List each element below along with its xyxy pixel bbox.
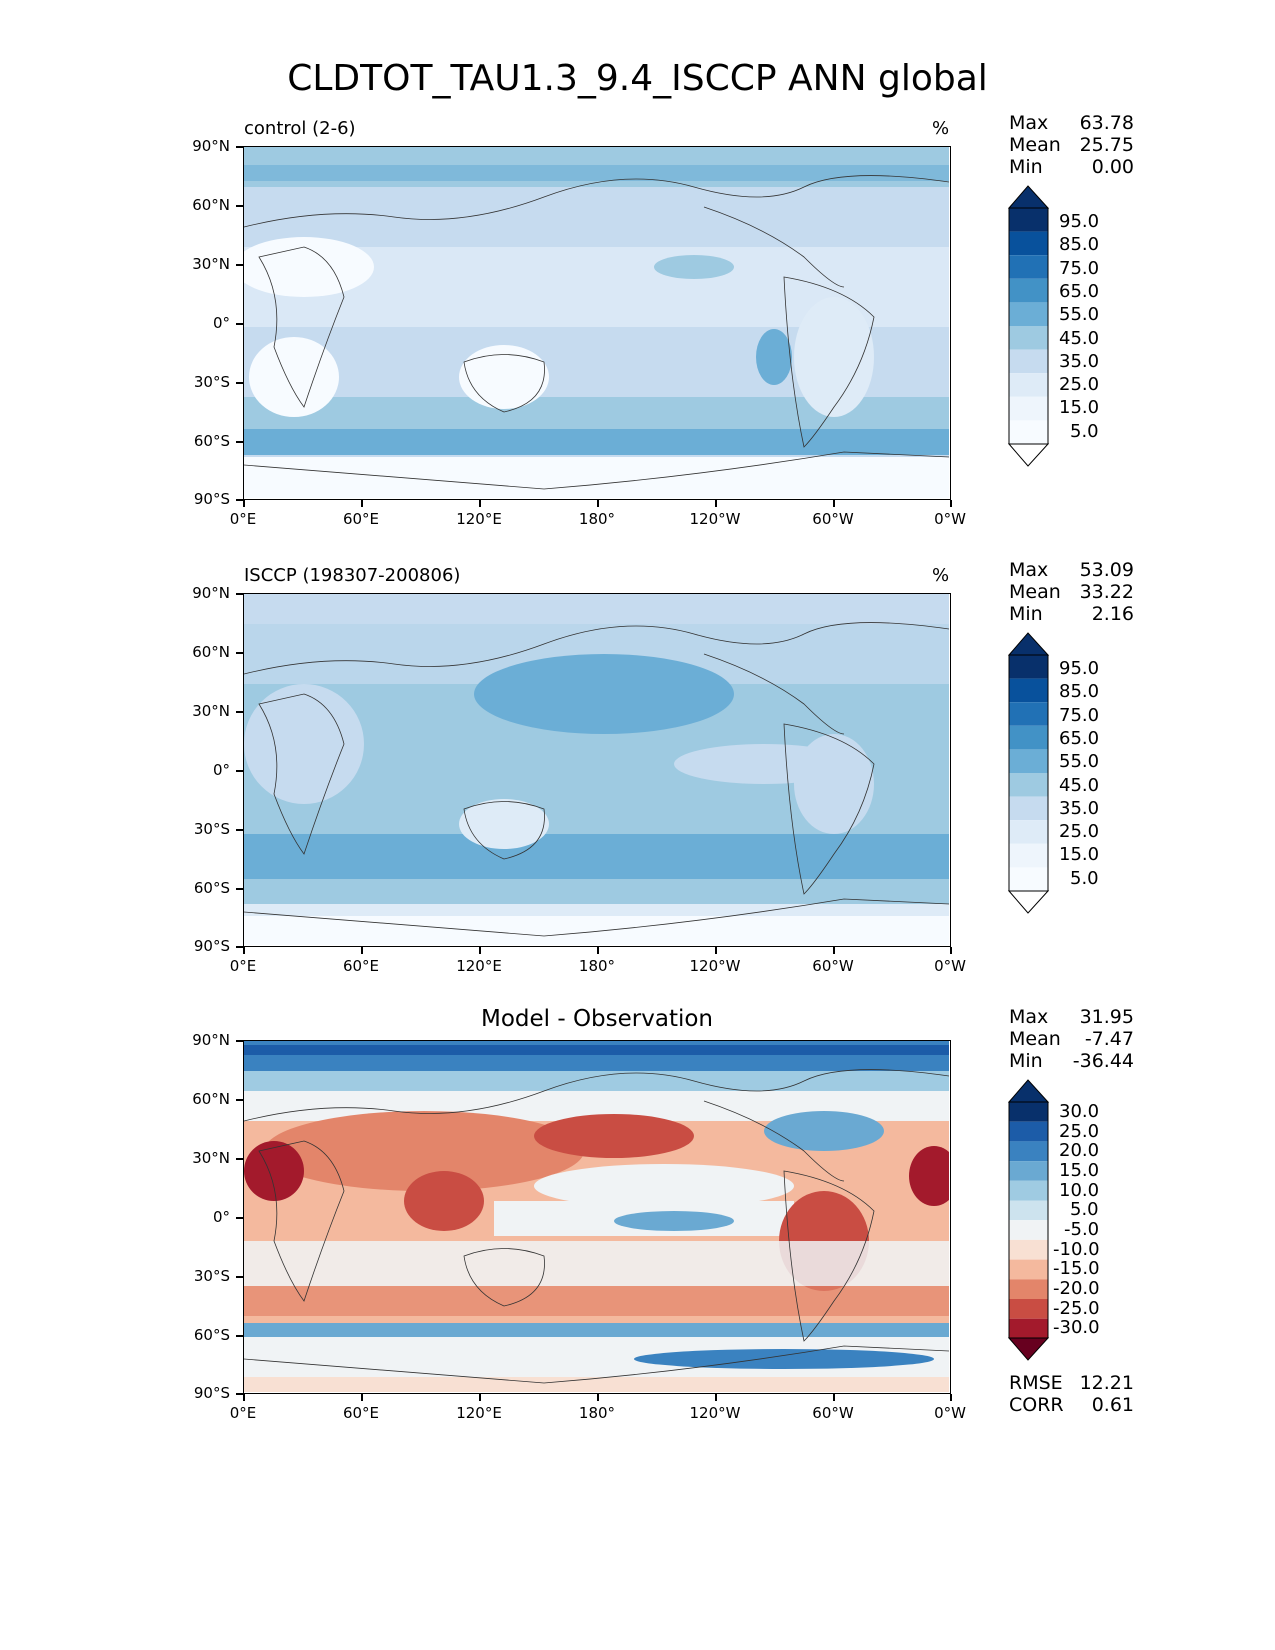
- lat-label: 0°: [212, 1208, 230, 1226]
- lon-label: 0°W: [934, 510, 966, 528]
- colorbar-control: [1008, 185, 1050, 467]
- lon-label: 180°: [578, 510, 616, 528]
- colorbar-label: 15.0: [1059, 397, 1100, 418]
- lon-label: 120°E: [456, 1404, 502, 1422]
- colorbar-label: 10.0: [1059, 1180, 1100, 1201]
- lat-label: 90°N: [192, 1031, 230, 1049]
- map-diff-field: [244, 1041, 949, 1392]
- colorbar-label: 45.0: [1059, 328, 1100, 349]
- panel-unit: %: [932, 565, 950, 586]
- lon-label: 60°E: [342, 510, 380, 528]
- colorbar-label: 85.0: [1059, 234, 1100, 255]
- lon-label: 60°W: [812, 957, 854, 975]
- colorbar-label: -20.0: [1053, 1278, 1100, 1299]
- stats-box: Max 63.78 Mean 25.75 Min 0.00: [1009, 112, 1134, 178]
- map-isccp-field: [244, 594, 949, 945]
- lon-label: 0°E: [229, 957, 257, 975]
- rmse-corr-box: RMSE 12.21 CORR 0.61: [1009, 1372, 1134, 1416]
- colorbar-label: 35.0: [1059, 351, 1100, 372]
- stats-box: Max 31.95 Mean -7.47 Min -36.44: [1009, 1006, 1134, 1072]
- panel-control: control (2-6) % 90°N 60°N 30°N: [0, 0, 1275, 528]
- colorbar-label: -10.0: [1053, 1239, 1100, 1260]
- colorbar-label: 65.0: [1059, 728, 1100, 749]
- colorbar-label: 25.0: [1059, 821, 1100, 842]
- lon-label: 120°W: [689, 1404, 741, 1422]
- colorbar-label: 5.0: [1070, 421, 1099, 442]
- lat-label: 0°: [212, 314, 230, 332]
- lon-label: 0°E: [229, 1404, 257, 1422]
- lon-label: 60°W: [812, 510, 854, 528]
- stats-box: Max 53.09 Mean 33.22 Min 2.16: [1009, 559, 1134, 625]
- lon-label: 0°W: [934, 957, 966, 975]
- colorbar-label: 95.0: [1059, 658, 1100, 679]
- lat-label: 90°S: [193, 937, 230, 955]
- panel-title: Model - Observation: [480, 1006, 714, 1032]
- lat-label: 90°S: [193, 1384, 230, 1402]
- lat-label: 30°N: [192, 702, 230, 720]
- lon-label: 60°W: [812, 1404, 854, 1422]
- map-diff: [243, 1040, 951, 1394]
- panel-isccp: ISCCP (198307-200806) % 90°N 60°N 30°N 0…: [0, 447, 1275, 975]
- colorbar-label: 45.0: [1059, 775, 1100, 796]
- panel-title: ISCCP (198307-200806): [244, 565, 461, 586]
- panel-title: control (2-6): [244, 118, 356, 139]
- lat-label: 30°S: [193, 1267, 230, 1285]
- map-control-field: [244, 147, 949, 498]
- colorbar-label: 35.0: [1059, 798, 1100, 819]
- lon-label: 120°W: [689, 957, 741, 975]
- colorbar-label: 65.0: [1059, 281, 1100, 302]
- colorbar-label: -5.0: [1064, 1219, 1100, 1240]
- panel-unit: %: [932, 118, 950, 139]
- figure-title: CLDTOT_TAU1.3_9.4_ISCCP ANN global: [287, 58, 988, 99]
- lat-label: 90°N: [192, 137, 230, 155]
- lon-label: 120°W: [689, 510, 741, 528]
- colorbar-label: -15.0: [1053, 1258, 1100, 1279]
- lat-label: 60°N: [192, 643, 230, 661]
- colorbar-label: 15.0: [1059, 844, 1100, 865]
- colorbar-isccp: [1008, 632, 1050, 914]
- lat-label: 30°N: [192, 1149, 230, 1167]
- colorbar-label: 25.0: [1059, 374, 1100, 395]
- colorbar-label: 85.0: [1059, 681, 1100, 702]
- map-isccp: [243, 593, 951, 947]
- panel-diff: Model - Observation: [0, 894, 1275, 1422]
- lat-label: 90°N: [192, 584, 230, 602]
- lat-label: 60°S: [193, 1326, 230, 1344]
- colorbar-label: 15.0: [1059, 1160, 1100, 1181]
- colorbar-label: -25.0: [1053, 1298, 1100, 1319]
- lat-label: 60°S: [193, 432, 230, 450]
- colorbar-label: -30.0: [1053, 1317, 1100, 1338]
- lon-label: 0°E: [229, 510, 257, 528]
- lat-label: 30°S: [193, 373, 230, 391]
- colorbar-label: 5.0: [1070, 1199, 1099, 1220]
- lon-label: 180°: [578, 1404, 616, 1422]
- lat-label: 60°N: [192, 1090, 230, 1108]
- colorbar-label: 5.0: [1070, 868, 1099, 889]
- colorbar-label: 55.0: [1059, 751, 1100, 772]
- lon-label: 0°W: [934, 1404, 966, 1422]
- colorbar-label: 30.0: [1059, 1101, 1100, 1122]
- colorbar-diff: [1008, 1079, 1050, 1361]
- colorbar-label: 75.0: [1059, 258, 1100, 279]
- colorbar-label: 20.0: [1059, 1140, 1100, 1161]
- map-control: [243, 146, 951, 500]
- lat-label: 30°S: [193, 820, 230, 838]
- colorbar-label: 75.0: [1059, 705, 1100, 726]
- lon-label: 60°E: [342, 1404, 380, 1422]
- lon-label: 180°: [578, 957, 616, 975]
- lat-label: 60°S: [193, 879, 230, 897]
- lat-label: 60°N: [192, 196, 230, 214]
- lat-label: 30°N: [192, 255, 230, 273]
- colorbar-label: 25.0: [1059, 1121, 1100, 1142]
- colorbar-label: 95.0: [1059, 211, 1100, 232]
- lon-label: 60°E: [342, 957, 380, 975]
- lon-label: 120°E: [456, 510, 502, 528]
- lat-label: 0°: [212, 761, 230, 779]
- colorbar-label: 55.0: [1059, 304, 1100, 325]
- lat-label: 90°S: [193, 490, 230, 508]
- lon-label: 120°E: [456, 957, 502, 975]
